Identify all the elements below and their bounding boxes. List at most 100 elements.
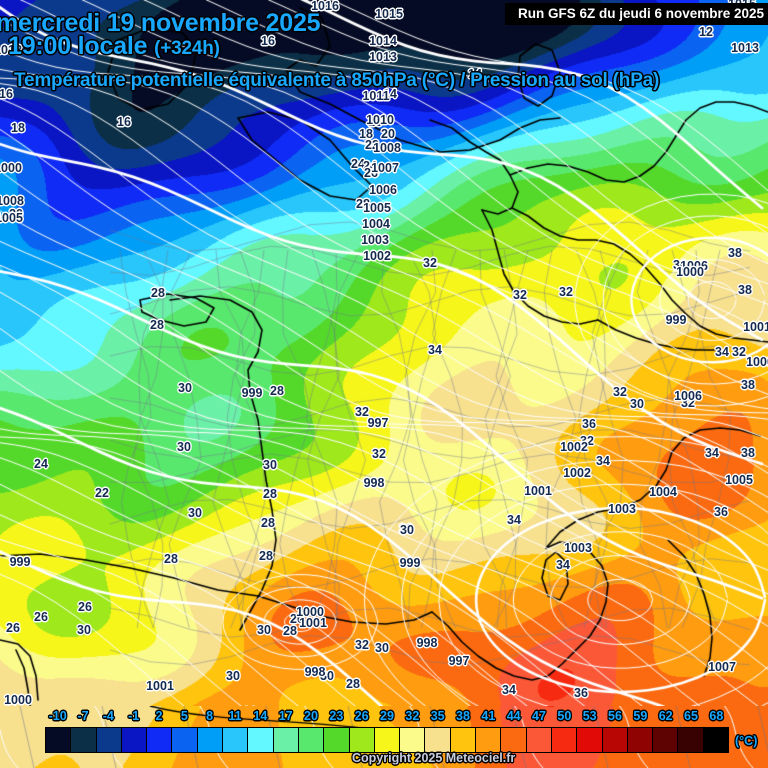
colorbar-swatch xyxy=(501,728,527,752)
colorbar-tick-label: 2 xyxy=(155,709,163,723)
isobar-label: 1013 xyxy=(731,41,759,55)
isotherm-label: 26 xyxy=(290,612,304,626)
isotherm-label: 32 xyxy=(613,385,627,399)
isobar-label: 1008 xyxy=(373,141,401,155)
colorbar-swatch xyxy=(400,728,426,752)
isotherm-label: 28 xyxy=(164,552,178,566)
isotherm-label: 26 xyxy=(6,621,20,635)
colorbar-tick-label: 11 xyxy=(228,709,242,723)
colorbar-tick-label: 38 xyxy=(456,709,470,723)
colorbar-swatch xyxy=(627,728,654,752)
isobar-label: 1000 xyxy=(676,265,704,279)
isotherm-label: 34 xyxy=(705,446,719,460)
isotherm-label: 38 xyxy=(738,283,752,297)
colorbar-tick-label: 47 xyxy=(532,709,546,723)
isotherm-label: 28 xyxy=(283,624,297,638)
isobar-label: 1015 xyxy=(375,7,403,21)
isotherm-label: 36 xyxy=(582,417,596,431)
isotherm-label: 36 xyxy=(714,505,728,519)
isobar-label: 1001 xyxy=(299,616,327,630)
colorbar-tick-label: 44 xyxy=(506,709,521,723)
isotherm-label: 30 xyxy=(320,669,334,683)
isobar-label: 999 xyxy=(399,556,421,570)
isotherm-label: 32 xyxy=(355,638,369,652)
isobar-label: 1014 xyxy=(369,34,397,48)
isobar-label: 1008 xyxy=(0,194,24,208)
isotherm-label: 30 xyxy=(177,440,191,454)
colorbar-swatch xyxy=(703,728,729,752)
colorbar-swatch xyxy=(653,728,679,752)
isotherm-label: 18 xyxy=(359,127,373,141)
isotherm-label: 30 xyxy=(77,623,91,637)
colorbar-swatch xyxy=(298,728,325,752)
colorbar-swatch xyxy=(678,728,704,752)
colorbar-tick-label: 56 xyxy=(608,709,622,723)
isotherm-label: 24 xyxy=(34,457,48,471)
colorbar-tick-label: 17 xyxy=(278,709,293,723)
isotherm-label: 16 xyxy=(368,115,382,129)
isotherm-label: 32 xyxy=(513,288,527,302)
isotherm-label: 20 xyxy=(9,207,23,221)
parameter-title: Température potentielle équivalente à 85… xyxy=(14,70,660,91)
forecast-lead-time: (+324h) xyxy=(154,38,220,59)
isotherm-label: 16 xyxy=(117,115,131,129)
isotherm-label: 26 xyxy=(364,166,378,180)
colorbar-swatch xyxy=(121,728,148,752)
isotherm-label: 34 xyxy=(556,558,570,572)
isobar-label: 1003 xyxy=(564,541,592,555)
isotherm-label: 32 xyxy=(681,396,695,410)
isotherm-label: 38 xyxy=(741,378,755,392)
isobar-label: 1001 xyxy=(524,484,552,498)
isotherm-label: 34 xyxy=(715,345,729,359)
isotherm-label: 34 xyxy=(502,683,516,697)
isobar-label: 1004 xyxy=(362,217,390,231)
colorbar-swatches[interactable] xyxy=(45,727,729,753)
colorbar-swatch xyxy=(273,728,299,752)
colorbar-tick-label: 68 xyxy=(709,709,724,723)
colorbar-tick-label: 14 xyxy=(253,709,268,723)
isobar-label: 1004 xyxy=(649,485,677,499)
isotherm-label: 30 xyxy=(257,623,271,637)
isotherm-label: 34 xyxy=(596,454,610,468)
isotherm-label: 30 xyxy=(178,381,192,395)
isotherm-label: 16 xyxy=(0,87,13,101)
isotherm-label: 30 xyxy=(400,523,414,537)
isobar-label: 1002 xyxy=(563,466,591,480)
isobar-label: 1006 xyxy=(674,389,702,403)
isobar-label: 1012 xyxy=(0,43,22,57)
colorbar-swatch xyxy=(526,728,552,752)
colorbar-ticks: -10 -7 -4 -1 2 5 8 11 14 17 20 23 26 29 32 35 38 41 44 47 50… xyxy=(0,709,768,727)
isobar-label: 1003 xyxy=(608,502,636,516)
colorbar-swatch xyxy=(172,728,198,752)
colorbar-swatch xyxy=(147,728,173,752)
isotherm-label: 36 xyxy=(673,258,687,272)
isobar-label: 1013 xyxy=(369,50,397,64)
isotherm-label: 32 xyxy=(580,434,594,448)
colorbar-tick-label: -7 xyxy=(77,709,89,723)
isotherm-label: 16 xyxy=(261,34,275,48)
isotherm-label: 18 xyxy=(11,121,25,135)
colorbar-tick-label: -1 xyxy=(128,709,140,723)
colorbar-tick-label: 65 xyxy=(684,709,698,723)
isotherm-label: 38 xyxy=(728,246,742,260)
isobar-label: 1006 xyxy=(680,259,708,273)
isotherm-label: 32 xyxy=(559,285,573,299)
colorbar-swatch xyxy=(425,728,451,752)
colorbar-tick-label: 53 xyxy=(582,709,597,723)
isobar-label: 1016 xyxy=(311,0,339,13)
isobar-label: 998 xyxy=(363,476,385,490)
isobar-label: 999 xyxy=(9,555,31,569)
isobar-label: 1005 xyxy=(0,211,23,225)
isotherm-label: 32 xyxy=(355,405,369,419)
colorbar-tick-label: 20 xyxy=(304,709,318,723)
isobar-label: 1005 xyxy=(725,473,753,487)
weather-map-canvas[interactable] xyxy=(0,0,768,706)
colorbar-swatch xyxy=(374,728,401,752)
colorbar-tick-label: -4 xyxy=(102,709,114,723)
colorbar-tick-label: 29 xyxy=(380,709,394,723)
isotherm-label: 32 xyxy=(423,256,437,270)
isotherm-label: 30 xyxy=(263,458,277,472)
isobar-label: 998 xyxy=(416,636,438,650)
isotherm-label: 24 xyxy=(351,157,365,171)
